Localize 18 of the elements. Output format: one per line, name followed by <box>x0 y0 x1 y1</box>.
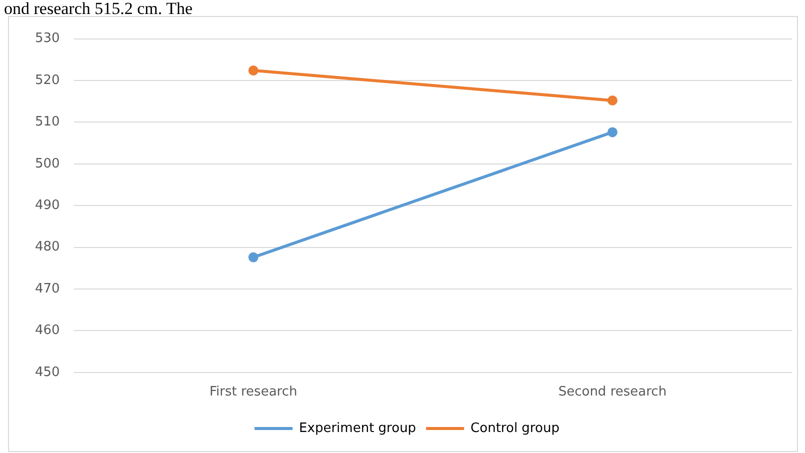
y-tick-label: 530 <box>34 31 60 46</box>
point <box>248 252 258 262</box>
point <box>248 65 258 76</box>
y-tick-label: 460 <box>34 323 60 338</box>
y-tick-label: 510 <box>34 114 60 130</box>
x-tick-label: Second research <box>558 384 667 400</box>
point <box>607 96 618 106</box>
y-tick-label: 520 <box>34 72 60 88</box>
legend-label: Experiment group <box>299 420 416 436</box>
y-tick-label: 450 <box>34 364 60 380</box>
y-tick-label: 490 <box>34 198 60 213</box>
x-tick-label: First research <box>209 384 298 400</box>
point <box>607 127 618 138</box>
text: ond research 515.2 cm. The <box>4 0 193 18</box>
y-tick-label: 480 <box>34 240 60 255</box>
legend-label: Control group <box>470 420 560 436</box>
y-tick-label: 500 <box>34 156 60 172</box>
y-tick-label: 470 <box>34 281 60 296</box>
